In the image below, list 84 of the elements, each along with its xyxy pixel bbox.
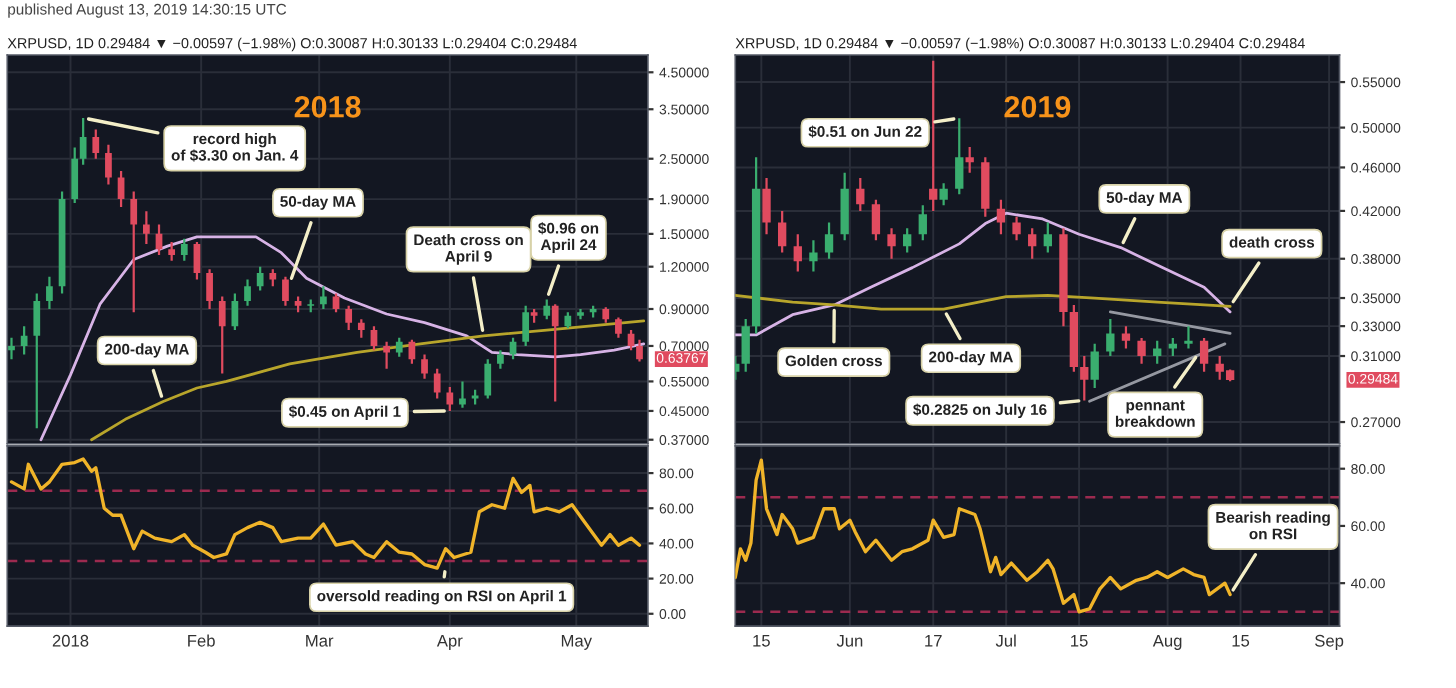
candlestick xyxy=(1137,336,1146,365)
candlestick xyxy=(1043,221,1052,254)
candlestick xyxy=(856,176,865,213)
x-tick-label: 15 xyxy=(753,635,770,647)
candlestick xyxy=(1106,317,1115,358)
candlestick xyxy=(996,198,1006,236)
candlestick xyxy=(180,237,188,262)
candlestick xyxy=(71,146,79,205)
candlestick xyxy=(206,268,213,311)
candlestick xyxy=(46,275,53,311)
candlestick xyxy=(168,240,176,262)
candlestick xyxy=(244,278,251,307)
candlestick xyxy=(383,340,390,370)
x-tick-label: Aug xyxy=(1152,635,1182,650)
candlestick xyxy=(840,171,849,242)
x-tick-label: Jun xyxy=(836,635,863,647)
candlestick xyxy=(33,292,41,430)
x-tick-label: 15 xyxy=(1232,635,1250,647)
candlestick xyxy=(20,325,28,356)
candlestick xyxy=(918,204,927,242)
candlestick xyxy=(741,317,750,373)
candlestick xyxy=(1184,325,1193,350)
candlestick xyxy=(1090,342,1099,389)
candlestick xyxy=(809,239,818,273)
x-tick-label: 2018 xyxy=(52,634,89,647)
candlestick xyxy=(965,146,974,174)
line-series xyxy=(735,211,1232,337)
candlestick xyxy=(903,227,912,254)
candlestick xyxy=(509,336,517,361)
x-tick-label: Feb xyxy=(188,634,215,647)
candlestick xyxy=(1080,354,1089,402)
x-tick-label: Apr xyxy=(436,635,463,650)
candlestick xyxy=(282,275,289,307)
candlestick xyxy=(636,338,643,363)
text: 2018 xyxy=(294,96,361,118)
line-series xyxy=(90,319,646,442)
candlestick xyxy=(395,336,403,358)
candlestick xyxy=(1028,227,1037,260)
candlestick xyxy=(433,367,441,400)
candlestick xyxy=(522,304,530,348)
candlestick xyxy=(142,210,150,246)
candlestick xyxy=(824,221,834,260)
candlestick xyxy=(484,358,492,400)
candlestick xyxy=(105,143,112,186)
candlestick xyxy=(939,182,948,207)
candlestick xyxy=(332,292,340,314)
candlestick xyxy=(981,156,990,218)
candlestick xyxy=(130,190,138,314)
candlestick xyxy=(777,209,787,254)
line-series xyxy=(9,457,642,570)
x-tick-label: 15 xyxy=(1071,635,1088,647)
candlestick xyxy=(446,385,454,413)
candlestick xyxy=(320,285,327,311)
text: 2019 xyxy=(1004,96,1071,118)
candlestick xyxy=(762,176,771,236)
candlestick xyxy=(793,233,802,273)
candlestick xyxy=(1153,339,1162,365)
candlestick xyxy=(459,380,466,409)
candlestick xyxy=(871,198,881,242)
candlestick xyxy=(551,303,559,403)
candlestick xyxy=(357,318,365,339)
candlestick xyxy=(1199,336,1209,373)
candlestick xyxy=(218,295,226,375)
candlestick xyxy=(1012,215,1021,242)
candlestick xyxy=(421,353,428,380)
candlestick xyxy=(497,349,504,370)
candlestick xyxy=(1121,325,1131,350)
candlestick xyxy=(543,298,551,321)
candlestick xyxy=(92,128,100,160)
x-tick-label: 17 xyxy=(925,635,942,647)
candlestick xyxy=(345,304,353,332)
candlestick xyxy=(79,116,87,166)
candlestick xyxy=(8,336,15,361)
candlestick xyxy=(887,227,896,260)
candlestick xyxy=(370,325,378,352)
candlestick xyxy=(256,265,264,292)
x-tick-label: Sep xyxy=(1315,634,1344,650)
candlestick xyxy=(955,117,964,196)
candlestick xyxy=(615,316,622,339)
x-tick-label: Mar xyxy=(306,635,334,647)
line-series xyxy=(39,235,646,442)
line-series xyxy=(735,293,1232,311)
x-tick-label: Jul xyxy=(995,634,1016,647)
x-tick-label: May xyxy=(561,635,592,650)
